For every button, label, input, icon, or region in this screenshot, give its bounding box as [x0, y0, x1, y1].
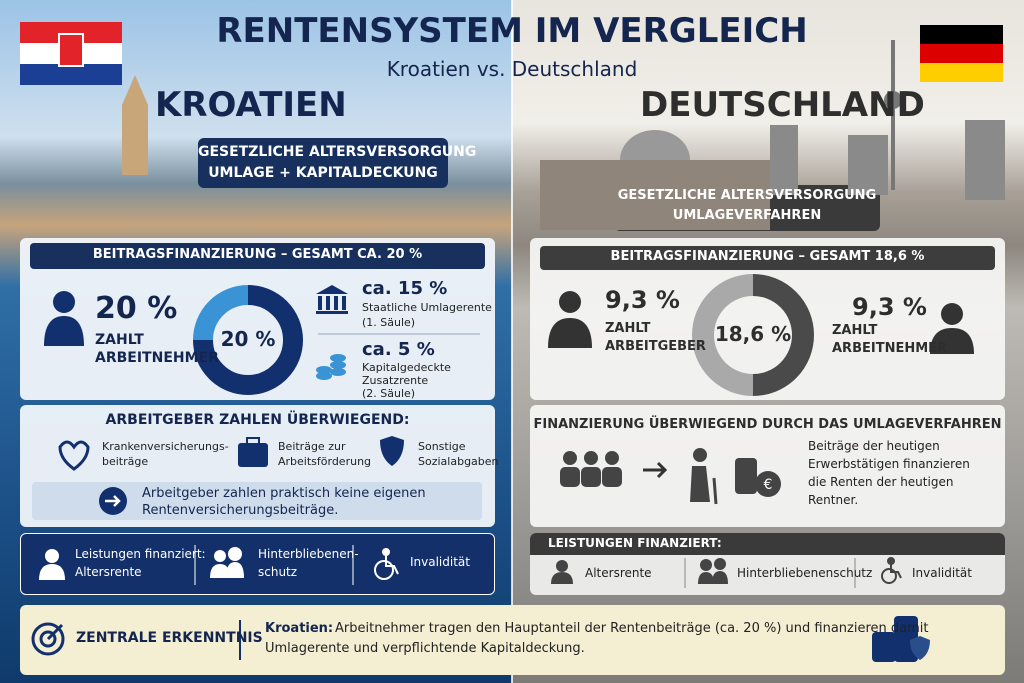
donut-segment — [692, 274, 754, 396]
skyline — [540, 120, 1005, 230]
panel-title: ARBEITGEBER ZAHLEN ÜBERWIEGEND: — [105, 412, 410, 428]
employer-item: Sonstige — [418, 440, 466, 453]
benefit: schutz — [258, 565, 298, 579]
segment-name: Zusatzrente — [362, 374, 429, 387]
mechanism-text: Rentner. — [808, 493, 859, 507]
payer-share: 9,3 % — [605, 286, 680, 314]
family-icon — [210, 547, 244, 578]
coins-icon — [316, 354, 346, 380]
segment-name: Staatliche Umlagerente — [362, 301, 492, 314]
payer-label: ZAHLT — [832, 323, 878, 338]
panel-title: BEITRAGSFINANZIERUNG – GESAMT 18,6 % — [610, 249, 925, 264]
donut-center: 20 % — [220, 327, 276, 351]
payer-label: ARBEITNEHMER — [95, 350, 219, 366]
mechanism-text: die Renten der heutigen — [808, 475, 954, 489]
germany-flag — [920, 25, 1003, 82]
benefit: Hinterbliebenen- — [258, 547, 359, 561]
mechanism-panel — [530, 405, 1005, 527]
system-line: UMLAGEVERFAHREN — [672, 208, 822, 223]
arrow-icon — [643, 461, 668, 479]
system-line: GESETZLICHE ALTERSVERSORGUNG — [198, 144, 477, 160]
subtitle: Kroatien vs. Deutschland — [386, 57, 638, 81]
target-icon — [31, 622, 65, 656]
shield-icon — [380, 436, 404, 466]
payer-share: 9,3 % — [852, 293, 927, 321]
benefit: Invalidität — [410, 555, 470, 569]
title: RENTENSYSTEM IM VERGLEICH — [216, 11, 808, 51]
system-box — [198, 138, 448, 188]
panel-title: FINANZIERUNG ÜBERWIEGEND DURCH DAS UMLAG… — [533, 417, 1002, 432]
benefits-panel — [20, 533, 495, 595]
person-icon — [551, 560, 573, 584]
segment-detail: (2. Säule) — [362, 387, 416, 400]
briefcase-icon — [238, 437, 268, 467]
conclusion-title: ZENTRALE ERKENNTNIS — [76, 630, 263, 646]
people-icon — [560, 451, 622, 487]
benefit: Altersrente — [585, 566, 652, 580]
employer-item: Sozialabgaben — [418, 455, 499, 468]
payer-label: ZAHLT — [95, 332, 144, 348]
mechanism-text: Erwerbstätigen finanzieren — [808, 457, 970, 471]
wheelchair-icon — [374, 548, 399, 580]
employer-item: Arbeitsförderung — [278, 455, 372, 468]
person-icon — [39, 549, 65, 580]
payer-label: ZAHLT — [605, 321, 651, 336]
country-name: DEUTSCHLAND — [640, 85, 925, 125]
separator — [684, 558, 856, 588]
employer-item: Krankenversicherungs- — [102, 440, 229, 453]
tv-tower — [884, 40, 902, 190]
family-icon — [698, 558, 728, 584]
building-icon — [316, 285, 348, 314]
conclusion-text: Arbeitnehmer tragen den Hauptanteil der … — [335, 621, 929, 636]
coins-icon — [872, 616, 930, 662]
benefit: Altersrente — [75, 565, 142, 579]
panel-title: BEITRAGSFINANZIERUNG – GESAMT CA. 20 % — [92, 247, 423, 262]
separator — [194, 545, 354, 585]
svg-text:€: € — [764, 477, 773, 493]
donut-segment — [752, 274, 814, 396]
elderly-icon — [690, 448, 718, 505]
segment-name: Kapitalgedeckte — [362, 361, 451, 374]
wheelchair-icon — [881, 557, 902, 584]
benefits-header — [530, 533, 1005, 555]
divider — [511, 0, 513, 683]
employer-item: Beiträge zur — [278, 440, 346, 453]
segment-detail: (1. Säule) — [362, 316, 416, 329]
financing-header — [540, 246, 995, 270]
benefit: Hinterbliebenenschutz — [737, 566, 873, 580]
donuts — [193, 274, 814, 396]
conclusion-text: Umlagerente und verpflichtende Kapitalde… — [265, 641, 585, 656]
person-icon — [44, 291, 84, 346]
donut-segment — [193, 285, 249, 341]
payer-share: 20 % — [95, 291, 178, 326]
donut-center: 18,6 % — [714, 322, 792, 346]
note: Rentenversicherungsbeiträge. — [142, 503, 339, 518]
croatia-flag — [20, 22, 122, 85]
bell-tower — [122, 75, 148, 175]
system-line: GESETZLICHE ALTERSVERSORGUNG — [617, 188, 877, 203]
note: Arbeitgeber zahlen praktisch keine eigen… — [142, 486, 426, 501]
payer-label: ARBEITNEHMER — [832, 341, 948, 356]
country-name: KROATIEN — [155, 85, 347, 125]
panel-title: LEISTUNGEN FINANZIERT: — [548, 536, 722, 550]
financing-header — [30, 243, 485, 269]
donut-segment — [193, 285, 303, 395]
mechanism-text: Beiträge der heutigen — [808, 439, 940, 453]
person-icon — [930, 303, 974, 354]
arrow-icon — [99, 487, 127, 515]
coins-icon: € — [735, 458, 781, 497]
system-line: UMLAGE + KAPITALDECKUNG — [208, 165, 438, 181]
heart-icon — [58, 440, 90, 471]
conclusion-lead: Kroatien: — [265, 621, 334, 636]
benefit: Invalidität — [912, 566, 972, 580]
segment-label: ca. 5 % — [362, 339, 435, 360]
conclusion-banner — [20, 605, 1005, 675]
segment-label: ca. 15 % — [362, 278, 448, 299]
payer-label: ARBEITGEBER — [605, 339, 706, 354]
employer-item: beiträge — [102, 455, 149, 468]
person-icon — [548, 291, 592, 348]
benefit: Leistungen finanziert: — [75, 547, 206, 561]
